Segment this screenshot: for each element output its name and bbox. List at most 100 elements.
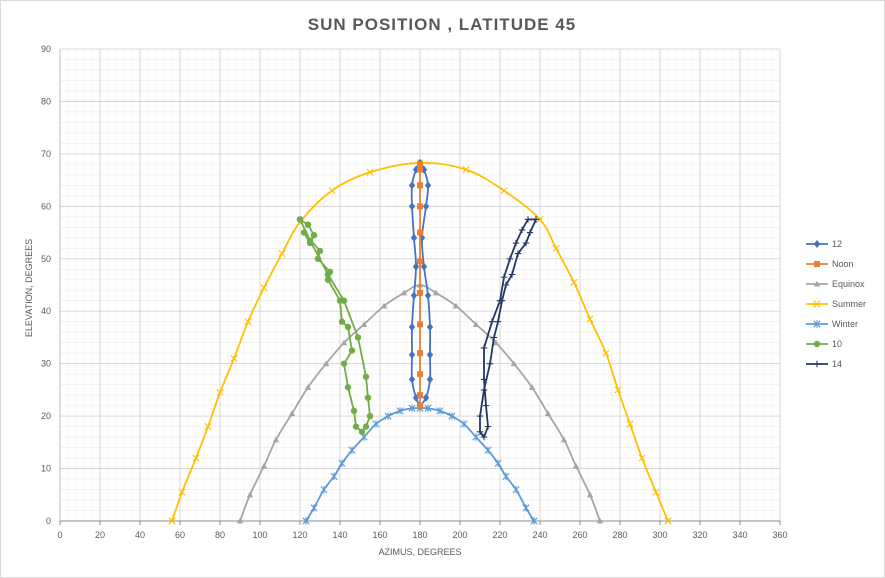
data-point-winter [436, 407, 444, 415]
series-14 [476, 216, 540, 441]
data-point-10 [338, 318, 346, 325]
data-point-noon [417, 392, 423, 399]
data-point-noon [417, 182, 423, 189]
data-point-summer [652, 488, 660, 496]
series-line-14 [479, 218, 537, 438]
x-tick-label: 140 [332, 530, 347, 540]
data-point-14 [502, 281, 510, 289]
data-point-12 [410, 291, 418, 300]
x-tick-label: 340 [732, 530, 747, 540]
data-point-10 [306, 237, 314, 244]
data-point-noon [417, 229, 423, 236]
data-point-14 [508, 271, 516, 278]
data-point-equinox [452, 302, 460, 309]
data-point-12 [422, 393, 430, 402]
data-point-summer [366, 168, 374, 176]
series-layer [168, 158, 672, 525]
data-point-12 [408, 350, 416, 359]
data-point-equinox [360, 321, 368, 327]
data-point-equinox [236, 517, 244, 524]
data-point-12 [426, 375, 434, 384]
data-point-summer [244, 318, 252, 326]
y-axis-label: ELEVATION, DEGREES [24, 239, 34, 337]
data-point-equinox [596, 517, 604, 524]
data-point-summer [638, 454, 646, 462]
data-point-noon [417, 161, 423, 168]
data-point-12 [426, 350, 434, 359]
x-tick-label: 280 [612, 530, 627, 540]
series-line-10 [299, 218, 371, 433]
data-point-summer [278, 249, 286, 258]
x-tick-label: 320 [692, 530, 707, 540]
data-point-summer [328, 187, 336, 195]
data-point-10 [352, 423, 360, 430]
legend-entry-noon: Noon [806, 259, 854, 269]
data-point-12 [412, 262, 420, 271]
legend-label: Winter [832, 319, 858, 329]
data-point-equinox [340, 339, 348, 346]
data-point-noon [417, 289, 423, 296]
legend-marker [813, 360, 821, 368]
x-tick-label: 240 [532, 530, 547, 540]
data-point-14 [500, 273, 508, 281]
legend-entry-summer: Summer [806, 299, 866, 309]
data-point-equinox [544, 410, 552, 417]
data-point-10 [314, 255, 322, 262]
legend-entry-winter: Winter [806, 319, 858, 329]
data-point-summer [192, 454, 200, 462]
x-tick-label: 100 [252, 530, 267, 540]
data-point-10 [358, 428, 366, 436]
data-point-summer [216, 388, 224, 397]
legend-label: Summer [832, 299, 866, 309]
series-noon [417, 161, 423, 409]
data-point-14 [488, 318, 496, 325]
y-tick-label: 20 [41, 411, 51, 421]
data-point-14 [514, 250, 522, 257]
data-point-equinox [380, 302, 388, 309]
data-point-14 [482, 402, 490, 409]
data-point-14 [480, 386, 488, 394]
data-point-summer [178, 488, 186, 496]
data-point-noon [417, 166, 423, 173]
data-point-12 [408, 375, 416, 384]
data-point-winter [424, 404, 432, 412]
y-tick-label: 80 [41, 96, 51, 106]
data-point-summer [500, 187, 508, 195]
x-tick-label: 300 [652, 530, 667, 540]
legend-marker [813, 280, 821, 287]
y-tick-label: 40 [41, 306, 51, 316]
data-point-equinox [304, 384, 312, 390]
data-point-14 [480, 433, 488, 441]
data-point-winter [522, 504, 530, 512]
legend-entry-equinox: Equinox [806, 279, 865, 289]
data-point-10 [304, 221, 312, 228]
axes: 0 20 40 60 80 100 120 140 160 180 200 220 240 260 280 3… [41, 44, 788, 540]
data-point-summer [204, 423, 212, 431]
data-point-equinox [260, 462, 268, 469]
data-point-winter [338, 459, 346, 468]
data-point-summer [626, 420, 634, 428]
data-point-noon [417, 402, 423, 409]
data-point-12 [408, 181, 416, 190]
data-point-14 [490, 334, 498, 341]
x-tick-label: 180 [412, 530, 427, 540]
legend-marker [813, 340, 821, 348]
data-point-noon [417, 350, 423, 357]
data-point-summer [586, 315, 594, 323]
data-point-summer [614, 386, 622, 394]
data-point-winter [330, 472, 338, 481]
data-point-winter [384, 412, 392, 420]
data-point-summer [260, 284, 268, 292]
data-point-12 [422, 202, 430, 211]
data-point-winter [302, 517, 310, 525]
data-point-equinox [322, 360, 330, 367]
data-point-10 [316, 247, 324, 255]
x-tick-label: 60 [175, 530, 185, 540]
data-point-summer [230, 354, 238, 363]
data-point-14 [512, 239, 520, 247]
data-point-10 [324, 276, 332, 283]
y-tick-label: 90 [41, 44, 51, 54]
data-point-equinox [272, 436, 280, 443]
data-point-winter [408, 404, 416, 412]
